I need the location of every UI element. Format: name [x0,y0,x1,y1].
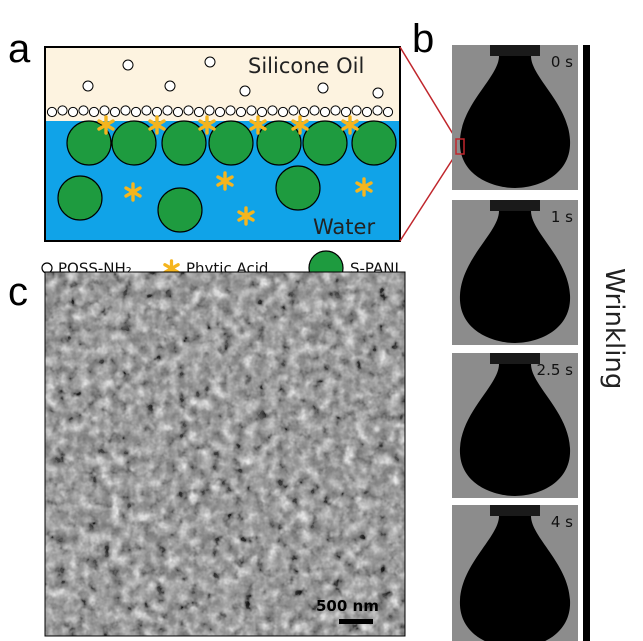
poss-particle [205,106,214,115]
spani-particle [352,121,396,165]
poss-particle [373,88,383,98]
poss-particle [131,107,140,116]
panel-label: a [8,27,31,71]
time-label: 0 s [551,53,573,71]
poss-particle [194,107,203,116]
poss-particle [383,107,392,116]
poss-particle [299,107,308,116]
poss-particle [310,106,319,115]
poss-particle [331,106,340,115]
poss-particle [257,107,266,116]
poss-particle [352,106,361,115]
oil-label: Silicone Oil [248,54,364,78]
poss-particle [278,107,287,116]
poss-particle [236,107,245,116]
poss-particle [163,106,172,115]
scale-bar-label: 500 nm [316,597,379,615]
poss-particle [184,106,193,115]
poss-particle [205,57,215,67]
poss-particle [240,86,250,96]
poss-particle [142,106,151,115]
poss-particle [47,107,56,116]
poss-particle [123,60,133,70]
spani-particle [303,121,347,165]
poss-particle [247,106,256,115]
panel-label: b [412,17,434,61]
poss-particle [341,107,350,116]
sem-image [45,272,405,636]
spani-particle [209,121,253,165]
time-label: 1 s [551,208,573,226]
poss-particle [320,107,329,116]
time-bar [583,45,590,641]
poss-particle [83,81,93,91]
scale-bar [339,619,373,624]
poss-particle [110,107,119,116]
poss-particle [89,107,98,116]
poss-particle [268,106,277,115]
poss-particle [165,81,175,91]
spani-particle [276,166,320,210]
poss-particle [362,107,371,116]
spani-particle [58,176,102,220]
spani-particle [158,188,202,232]
panel-label: c [8,270,28,314]
side-label: Wrinkling [599,268,629,389]
poss-particle [289,106,298,115]
poss-particle [373,106,382,115]
poss-particle [58,106,67,115]
poss-particle [68,107,77,116]
poss-particle [79,106,88,115]
water-label: Water [313,215,375,239]
poss-particle [226,106,235,115]
poss-particle [152,107,161,116]
poss-particle [173,107,182,116]
time-label: 4 s [551,513,573,531]
poss-particle [215,107,224,116]
poss-particle [121,106,130,115]
poss-particle [318,83,328,93]
time-label: 2.5 s [537,361,574,379]
zoom-line [400,154,456,241]
poss-particle [100,106,109,115]
figure: a Silicone Oil Water POSS-NH₂ Phytic Aci… [0,0,643,641]
